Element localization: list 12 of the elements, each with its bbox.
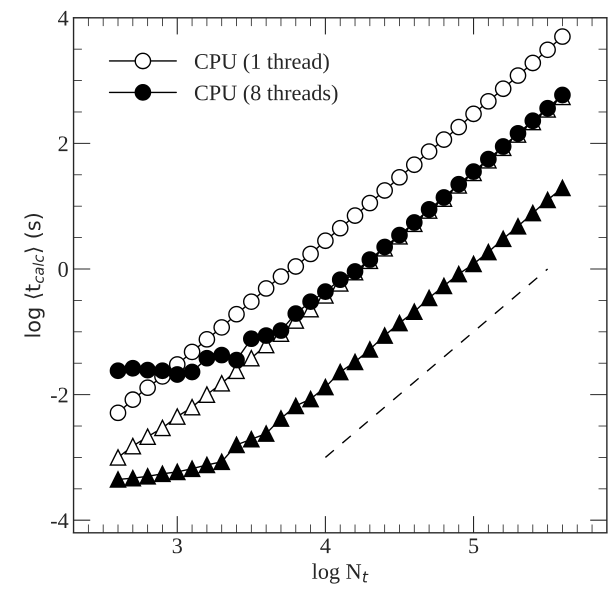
x-tick-label: 4 <box>320 538 331 554</box>
legend-label: CPU (8 threads) <box>194 84 338 105</box>
y-tick-label: 4 <box>58 10 68 26</box>
x-tick-label: 5 <box>469 538 478 554</box>
y-tick-label: 0 <box>58 262 68 277</box>
x-tick-label: 3 <box>172 538 182 554</box>
legend-label: CPU (1 thread) <box>194 53 329 74</box>
y-axis-title: log ⟨t$_{calc}$⟩ (s) <box>24 214 45 337</box>
y-tick-label: 2 <box>58 136 68 152</box>
x-axis-title: log N$_{t}$ <box>312 563 368 584</box>
y-tick-label: -2 <box>51 388 68 402</box>
y-tick-label: -4 <box>51 513 68 528</box>
